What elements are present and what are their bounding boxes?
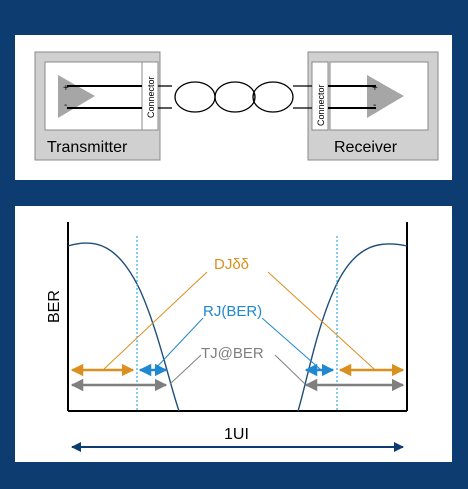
rx-plus-sign: + [372, 83, 378, 94]
tx-connector-label: Connector [146, 76, 156, 118]
receiver-block: + - Connector Receiver [307, 51, 439, 161]
transmitter-label: Transmitter [47, 139, 128, 156]
rx-signal-wires [328, 85, 376, 109]
twisted-pair-cable [158, 81, 312, 113]
rj-label-text: RJ(BER) [203, 303, 262, 320]
bathtub-diagram-panel [15, 206, 452, 462]
receiver-amplifier-icon [367, 75, 404, 118]
transmitter-block: + - Connector Transmitter [34, 51, 161, 161]
receiver-label: Receiver [334, 139, 398, 156]
tx-connector [141, 61, 159, 131]
tj-leader-lines [169, 354, 306, 385]
bathtub-axes [67, 222, 408, 412]
tx-signal-wires [67, 85, 142, 109]
tx-plus-sign: + [63, 83, 69, 94]
rj-leader-lines [154, 317, 321, 370]
rx-minus-sign: - [373, 100, 376, 111]
dj-label: DJδδ [214, 256, 249, 273]
rj-label: RJ(BER) [203, 303, 262, 320]
y-axis-label: BER [46, 290, 63, 323]
rx-connector-label: Connector [316, 84, 326, 126]
unit-interval-label: 1UI [224, 426, 249, 443]
tx-minus-sign: - [64, 100, 67, 111]
rx-connector [311, 61, 329, 131]
tj-label: TJ@BER [201, 345, 264, 362]
dj-leader-lines [103, 271, 375, 370]
bathtub-left-curve [67, 242, 180, 412]
